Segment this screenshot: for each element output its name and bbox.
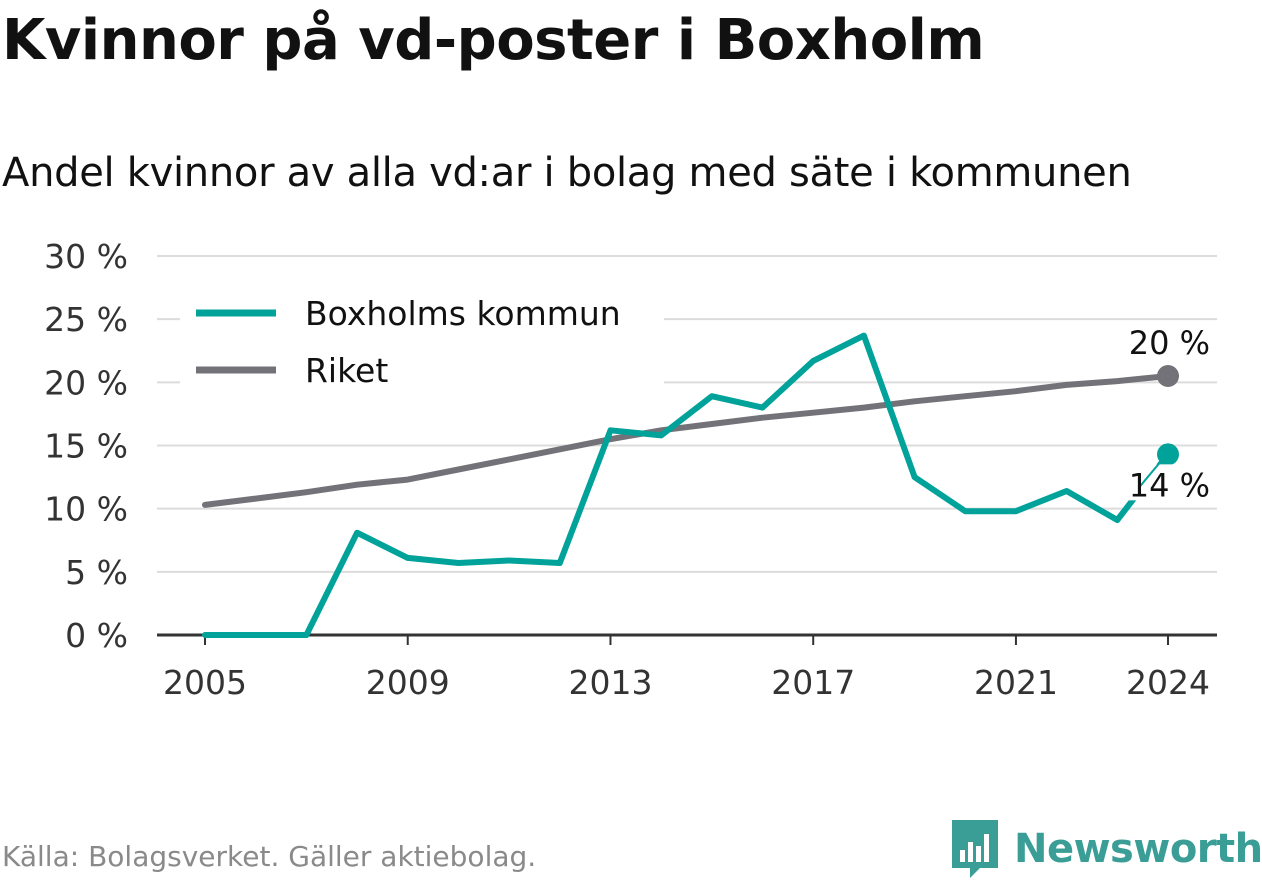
series-end-point xyxy=(1157,443,1179,466)
x-tick-label: 2005 xyxy=(163,663,247,702)
legend-label: Riket xyxy=(305,351,388,390)
series-line-riket xyxy=(202,373,1171,508)
y-tick-label: 10 % xyxy=(44,490,128,529)
end-label-riket: 20 % xyxy=(1129,324,1210,362)
y-tick-label: 30 % xyxy=(44,237,128,276)
x-tick-label: 2021 xyxy=(974,663,1058,702)
series-lines xyxy=(202,332,1179,638)
legend: Boxholms kommun Riket xyxy=(180,290,664,390)
x-tick-label: 2017 xyxy=(771,663,855,702)
y-tick-label: 25 % xyxy=(44,300,128,339)
source-note: Källa: Bolagsverket. Gäller aktiebolag. xyxy=(2,840,537,873)
axes: 0 % 5 % 10 % 15 % 20 % 25 % 30 % 2005 2009 2013 20… xyxy=(44,237,1217,702)
y-tick-label: 0 % xyxy=(65,616,128,655)
legend-label: Boxholms kommun xyxy=(305,294,621,333)
end-label-background xyxy=(1128,464,1212,501)
series-line-boxholm xyxy=(202,332,1171,638)
brand-name: Newsworthy xyxy=(1014,826,1262,872)
brand-logo: Newsworthy xyxy=(950,818,1262,880)
chart-title: Kvinnor på vd-poster i Boxholm xyxy=(2,8,985,73)
end-label-boxholm: 14 % xyxy=(1129,466,1210,504)
x-tick-label: 2024 xyxy=(1126,663,1210,702)
end-label-leader xyxy=(1139,461,1161,487)
x-tick-label: 2013 xyxy=(568,663,652,702)
y-tick-label: 20 % xyxy=(44,363,128,402)
end-labels: 20 % 14 % xyxy=(1128,324,1212,504)
chart-subtitle: Andel kvinnor av alla vd:ar i bolag med … xyxy=(2,150,1132,196)
x-tick-label: 2009 xyxy=(366,663,450,702)
y-tick-label: 15 % xyxy=(44,427,128,466)
y-tick-label: 5 % xyxy=(65,553,128,592)
newsworthy-logo-icon xyxy=(952,820,998,878)
series-end-point xyxy=(1157,365,1179,388)
